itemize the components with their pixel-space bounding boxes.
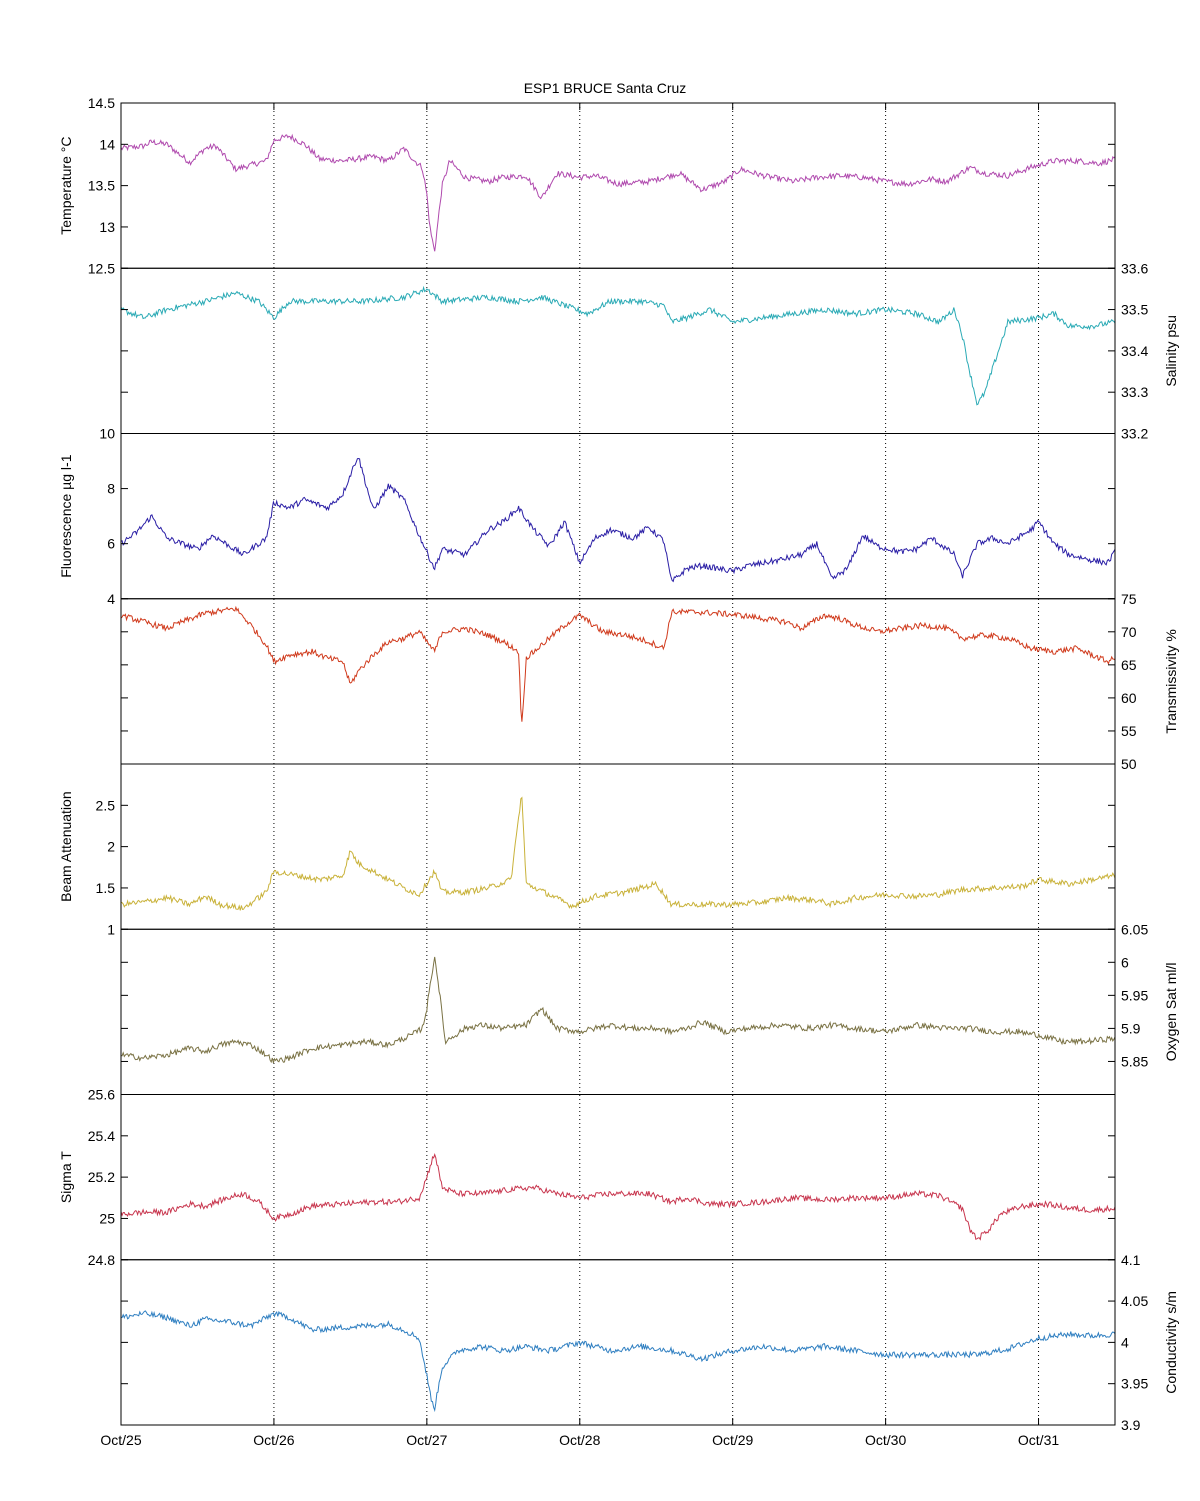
xtick-label-1: Oct/26 xyxy=(253,1432,294,1448)
series-line-sigma_t xyxy=(120,1153,1116,1241)
ylabel-transmissivity: Transmissivity % xyxy=(1163,629,1179,734)
ytick-label-conductivity: 4.1 xyxy=(1121,1252,1141,1268)
panel-frame-oxygen xyxy=(120,928,1116,1095)
chart-title: ESP1 BRUCE Santa Cruz xyxy=(524,80,687,96)
panel-frame-conductivity xyxy=(120,1259,1116,1426)
ytick-label-salinity: 33.4 xyxy=(1121,343,1148,359)
ytick-label-salinity: 33.6 xyxy=(1121,260,1148,276)
ytick-label-fluorescence: 4 xyxy=(107,591,115,607)
xtick-label-6: Oct/31 xyxy=(1018,1432,1059,1448)
ytick-label-transmissivity: 75 xyxy=(1121,591,1137,607)
day-gridlines xyxy=(273,103,1040,1425)
panel-frame-sigma_t xyxy=(120,1094,1116,1261)
ytick-label-conductivity: 3.9 xyxy=(1121,1417,1141,1433)
ylabel-sigma_t: Sigma T xyxy=(58,1151,74,1203)
ytick-label-fluorescence: 6 xyxy=(107,536,115,552)
ytick-label-transmissivity: 55 xyxy=(1121,723,1137,739)
ytick-label-sigma_t: 25.2 xyxy=(88,1169,115,1185)
ytick-label-sigma_t: 25 xyxy=(99,1210,115,1226)
ytick-label-oxygen: 6 xyxy=(1121,954,1129,970)
panel-frame-fluorescence xyxy=(120,433,1116,600)
xtick-label-5: Oct/30 xyxy=(865,1432,906,1448)
ylabel-oxygen: Oxygen Sat ml/l xyxy=(1163,962,1179,1061)
series-line-fluorescence xyxy=(120,457,1116,583)
ylabel-conductivity: Conductivity s/m xyxy=(1163,1291,1179,1394)
ytick-label-oxygen: 5.85 xyxy=(1121,1053,1148,1069)
panel-frame-transmissivity xyxy=(120,598,1116,765)
ytick-label-transmissivity: 70 xyxy=(1121,624,1137,640)
ytick-label-oxygen: 6.05 xyxy=(1121,921,1148,937)
panel-frame-beam_attenuation xyxy=(120,763,1116,930)
series-line-transmissivity xyxy=(120,605,1116,722)
ytick-label-temperature: 13 xyxy=(99,219,115,235)
ytick-label-fluorescence: 8 xyxy=(107,481,115,497)
ytick-label-temperature: 14.5 xyxy=(88,95,115,111)
ytick-label-fluorescence: 10 xyxy=(99,426,115,442)
ylabel-fluorescence: Fluorescence µg l-1 xyxy=(58,454,74,577)
series-line-oxygen xyxy=(120,956,1116,1064)
ytick-label-conductivity: 3.95 xyxy=(1121,1376,1148,1392)
ytick-label-salinity: 33.2 xyxy=(1121,426,1148,442)
series-layer xyxy=(120,133,1116,1413)
ytick-label-beam_attenuation: 2 xyxy=(107,839,115,855)
ylabel-temperature: Temperature °C xyxy=(58,137,74,235)
xtick-label-2: Oct/27 xyxy=(406,1432,447,1448)
ytick-label-beam_attenuation: 1.5 xyxy=(96,880,116,896)
xtick-label-0: Oct/25 xyxy=(100,1432,141,1448)
series-line-temperature xyxy=(120,133,1116,252)
xtick-label-3: Oct/28 xyxy=(559,1432,600,1448)
ylabel-beam_attenuation: Beam Attenuation xyxy=(58,791,74,902)
ytick-label-beam_attenuation: 1 xyxy=(107,921,115,937)
axes-frame xyxy=(120,102,1116,1426)
ytick-label-salinity: 33.3 xyxy=(1121,384,1148,400)
ytick-label-beam_attenuation: 2.5 xyxy=(96,797,116,813)
ytick-label-salinity: 33.5 xyxy=(1121,302,1148,318)
ytick-label-sigma_t: 25.6 xyxy=(88,1087,115,1103)
ytick-label-oxygen: 5.95 xyxy=(1121,987,1148,1003)
xtick-label-4: Oct/29 xyxy=(712,1432,753,1448)
ytick-label-conductivity: 4 xyxy=(1121,1334,1129,1350)
ytick-label-transmissivity: 60 xyxy=(1121,690,1137,706)
series-line-salinity xyxy=(120,285,1116,406)
ytick-label-temperature: 12.5 xyxy=(88,260,115,276)
series-line-beam_attenuation xyxy=(120,796,1116,911)
ytick-label-temperature: 13.5 xyxy=(88,178,115,194)
series-line-conductivity xyxy=(120,1310,1116,1413)
ytick-label-temperature: 14 xyxy=(99,136,115,152)
ytick-label-conductivity: 4.05 xyxy=(1121,1293,1148,1309)
ytick-label-oxygen: 5.9 xyxy=(1121,1020,1141,1036)
ytick-label-sigma_t: 25.4 xyxy=(88,1128,115,1144)
ytick-label-transmissivity: 65 xyxy=(1121,657,1137,673)
ytick-label-sigma_t: 24.8 xyxy=(88,1252,115,1268)
ytick-label-transmissivity: 50 xyxy=(1121,756,1137,772)
ylabel-salinity: Salinity psu xyxy=(1163,315,1179,387)
